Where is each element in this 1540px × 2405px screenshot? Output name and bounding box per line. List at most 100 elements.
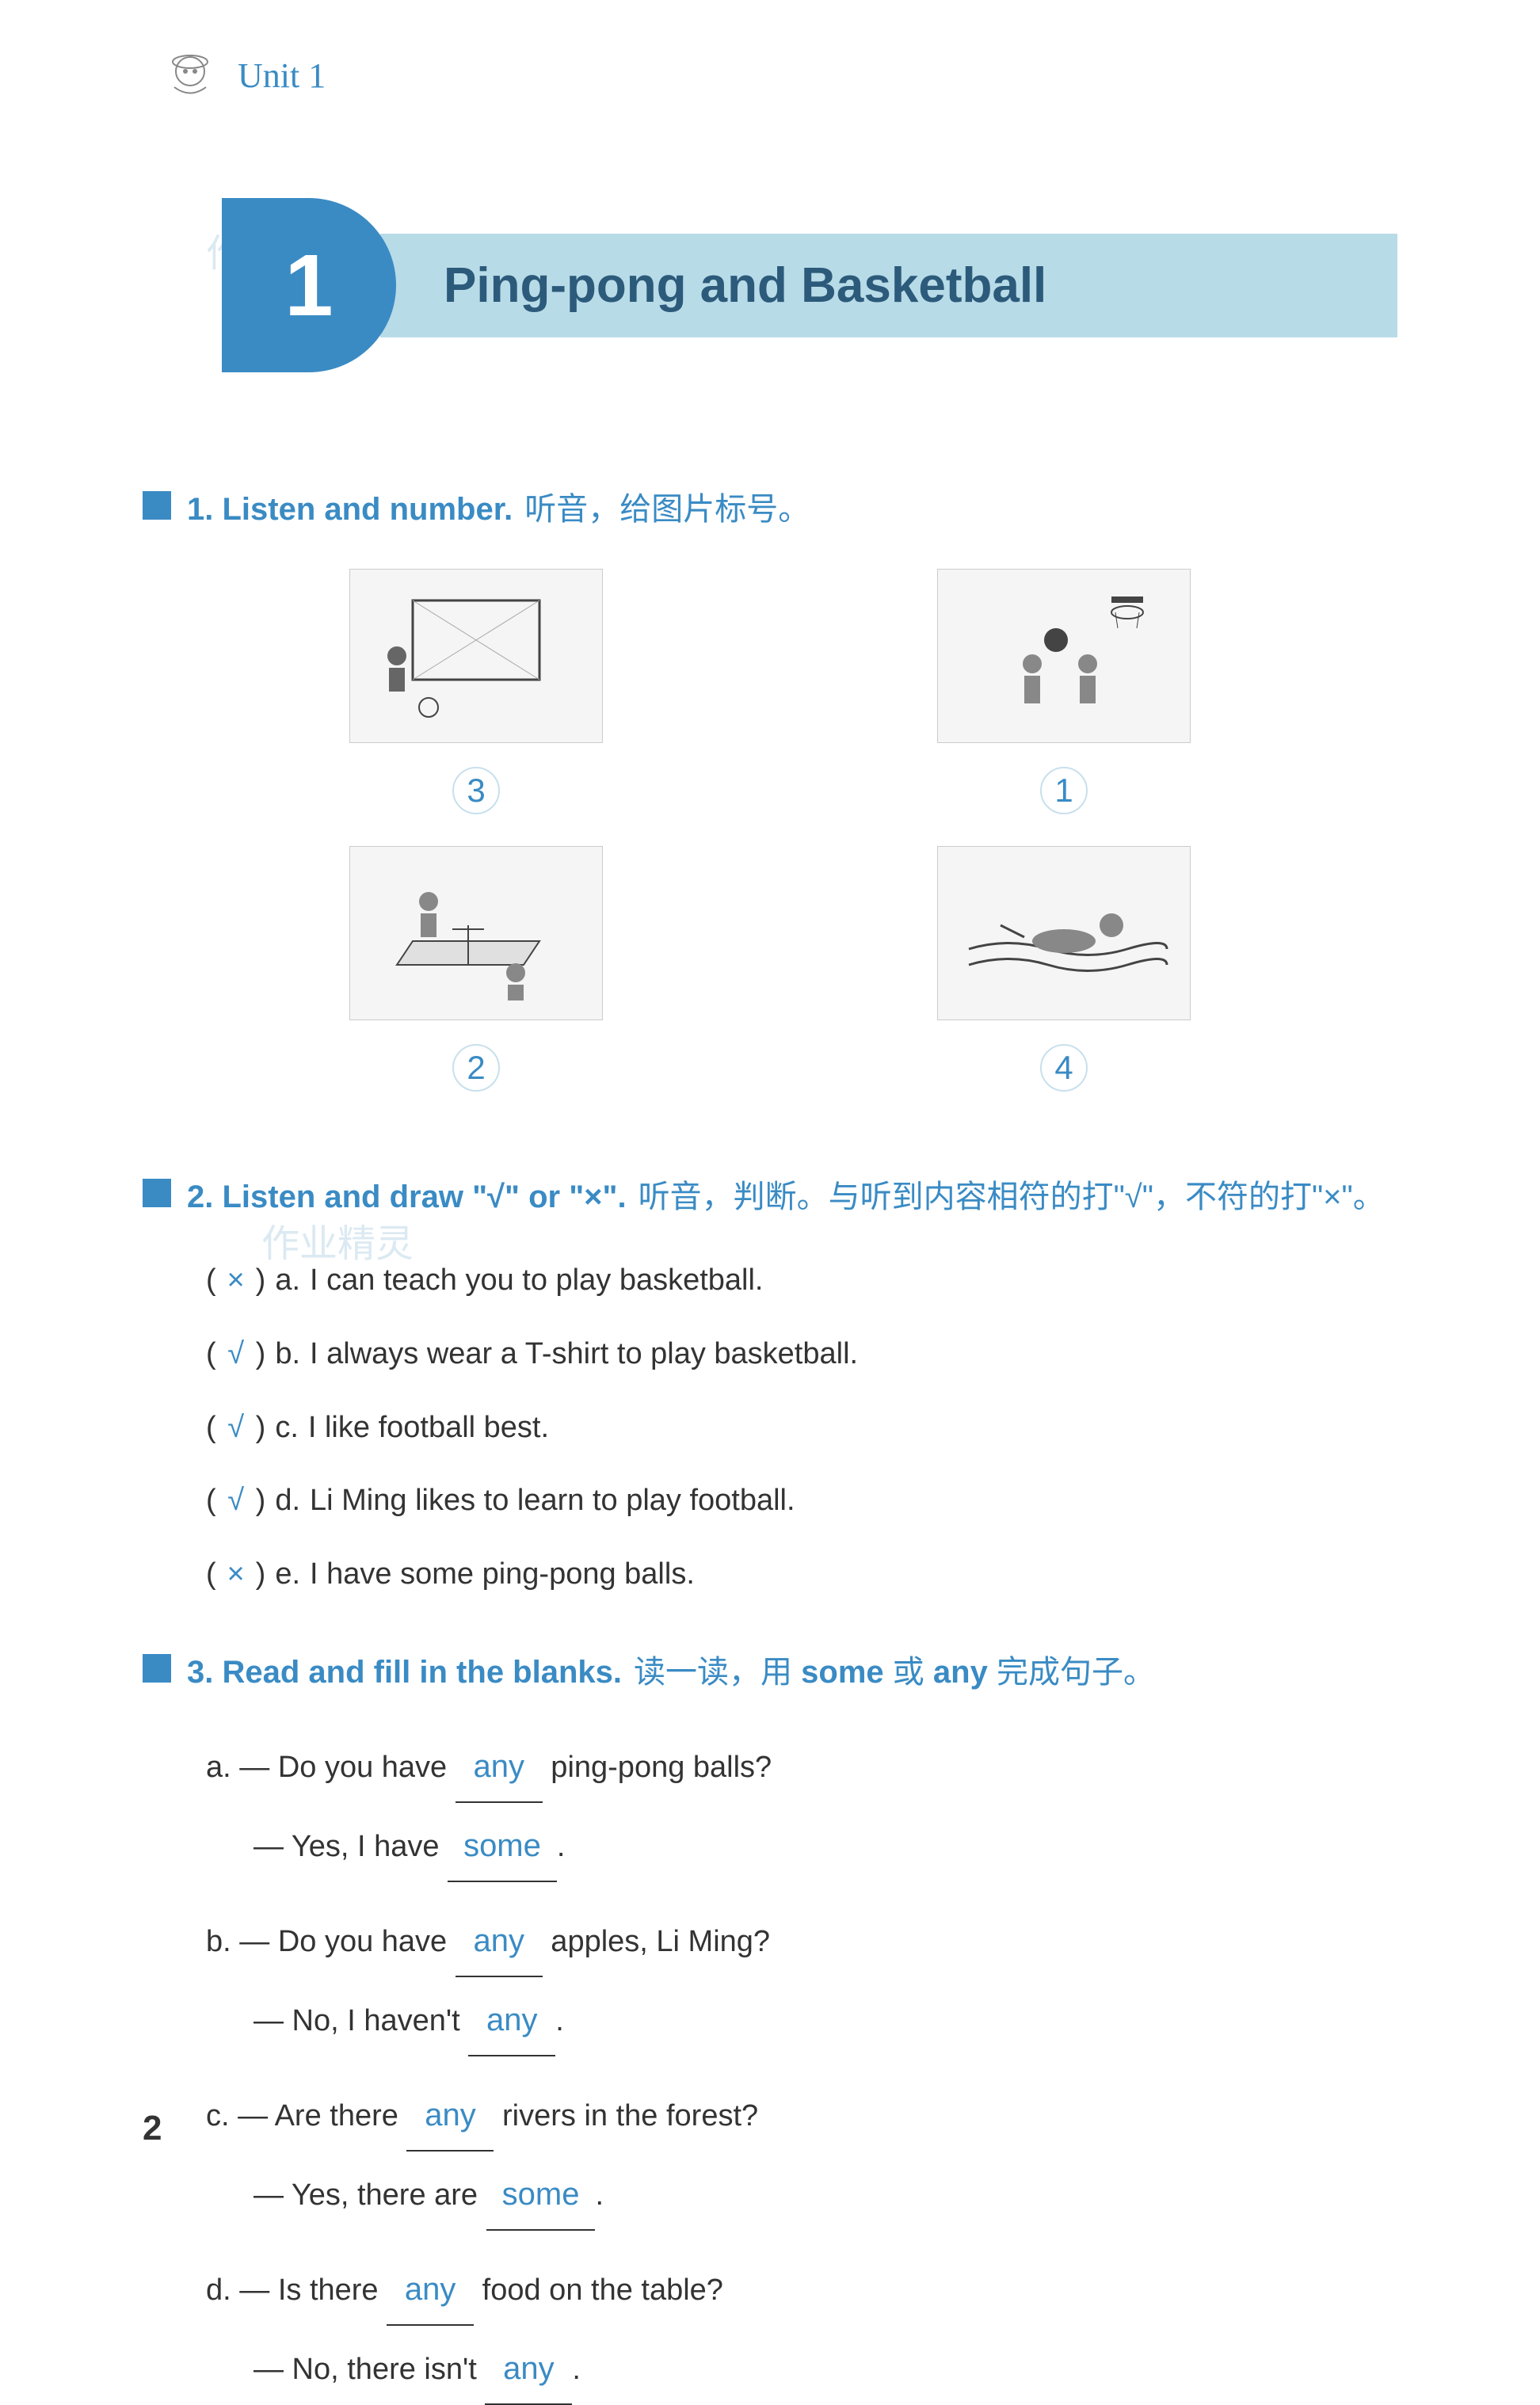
a-post: . [572, 2353, 581, 2386]
paren-open: ( [206, 1256, 216, 1305]
fill-item: d. — Is there any food on the table? — N… [206, 2254, 1397, 2405]
image-cell: 1 [810, 569, 1318, 814]
watermark: 作业精灵 [261, 1212, 414, 1267]
q-post: apples, Li Ming? [543, 1925, 770, 1958]
q-pre: — Are there [238, 2099, 406, 2132]
paren-open: ( [206, 1477, 216, 1525]
a-post: . [557, 1830, 566, 1863]
section2-header: 2. Listen and draw "√" or "×". 听音，判断。与听到… [143, 1171, 1397, 1217]
question-line: a. — Do you have any ping-pong balls? [206, 1732, 1397, 1803]
exercise-item: ( √ ) b. I always wear a T-shirt to play… [206, 1330, 1397, 1378]
q-post: ping-pong balls? [543, 1751, 772, 1784]
item-text: Li Ming likes to learn to play football. [310, 1477, 795, 1525]
item-label: b. [275, 1330, 300, 1378]
fill-item: a. — Do you have any ping-pong balls? — … [206, 1732, 1397, 1882]
q-pre: — Do you have [239, 1751, 455, 1784]
answer-mark: √ [216, 1477, 256, 1525]
cn-word2: any [933, 1655, 988, 1690]
cn-post: 完成句子。 [997, 1655, 1155, 1690]
cn-pre: 读一读，用 [634, 1655, 792, 1690]
a-pre: — No, there isn't [253, 2353, 485, 2386]
fill-item: c. — Are there any rivers in the forest?… [206, 2080, 1397, 2231]
q-post: rivers in the forest? [494, 2099, 758, 2132]
cn-mid: 或 [893, 1655, 924, 1690]
answer-mark: × [216, 1550, 256, 1599]
answer-number: 3 [452, 767, 500, 814]
answer-line: — No, there isn't any. [253, 2334, 1397, 2405]
section3-header: 3. Read and fill in the blanks. 读一读，用 so… [143, 1646, 1397, 1692]
blank-answer: any [485, 2334, 572, 2405]
exercise-image [937, 846, 1191, 1020]
section1-header: 1. Listen and number. 听音，给图片标号。 [143, 483, 1397, 529]
a-pre: — Yes, there are [253, 2178, 486, 2212]
exercise-item: ( √ ) d. Li Ming likes to learn to play … [206, 1477, 1397, 1525]
unit-header: Unit 1 [158, 48, 1397, 103]
blank-answer: any [456, 1906, 543, 1977]
item-text: I have some ping-pong balls. [310, 1550, 695, 1599]
question-line: c. — Are there any rivers in the forest? [206, 2080, 1397, 2152]
section3-title-cn: 读一读，用 some 或 any 完成句子。 [634, 1646, 1155, 1692]
blank-answer: some [486, 2159, 596, 2231]
a-pre: — No, I haven't [253, 2004, 468, 2037]
item-label: e. [275, 1550, 300, 1599]
paren-close: ) [256, 1404, 266, 1452]
q-pre: — Do you have [239, 1925, 455, 1958]
blank-answer: any [468, 1985, 555, 2056]
a-post: . [595, 2178, 604, 2212]
q-post: food on the table? [474, 2274, 723, 2307]
answer-line: — Yes, there are some. [253, 2159, 1397, 2231]
page-number: 2 [143, 2109, 162, 2148]
item-label: c. [275, 1404, 299, 1452]
image-cell: 3 [222, 569, 730, 814]
cn-word1: some [801, 1655, 884, 1690]
answer-number: 1 [1040, 767, 1088, 814]
paren-open: ( [206, 1330, 216, 1378]
image-cell: 2 [222, 846, 730, 1092]
question-line: b. — Do you have any apples, Li Ming? [206, 1906, 1397, 1977]
answer-mark: × [216, 1256, 256, 1305]
section2-title-en: 2. Listen and draw "√" or "×". [187, 1180, 627, 1215]
section2-title-cn: 听音，判断。与听到内容相符的打"√"，不符的打"×"。 [638, 1171, 1385, 1217]
section1-title-cn: 听音，给图片标号。 [524, 483, 810, 529]
mascot-icon [158, 48, 222, 103]
answer-line: — No, I haven't any. [253, 1985, 1397, 2056]
exercise-image [937, 569, 1191, 743]
exercise-item: ( × ) e. I have some ping-pong balls. [206, 1550, 1397, 1599]
item-label: d. [275, 1477, 300, 1525]
paren-open: ( [206, 1404, 216, 1452]
unit-title: Unit 1 [238, 55, 326, 96]
answer-number: 4 [1040, 1044, 1088, 1092]
lesson-title-banner: 1 Ping-pong and Basketball [222, 198, 1397, 372]
answer-mark: √ [216, 1330, 256, 1378]
item-label: d. [206, 2274, 231, 2307]
image-cell: 4 [810, 846, 1318, 1092]
exercise-image [349, 569, 603, 743]
answer-line: — Yes, I have some. [253, 1811, 1397, 1882]
paren-close: ) [256, 1330, 266, 1378]
section3-title-en: 3. Read and fill in the blanks. [187, 1655, 622, 1690]
item-label: c. [206, 2099, 230, 2132]
item-label: b. [206, 1925, 231, 1958]
lesson-number-circle: 1 [222, 198, 396, 372]
section-marker-icon [143, 1654, 171, 1683]
section-marker-icon [143, 1179, 171, 1207]
exercise-item: ( √ ) c. I like football best. [206, 1404, 1397, 1452]
blank-answer: any [456, 1732, 543, 1803]
paren-open: ( [206, 1550, 216, 1599]
paren-close: ) [256, 1550, 266, 1599]
a-post: . [555, 2004, 564, 2037]
q-pre: — Is there [239, 2274, 387, 2307]
section3-list: a. — Do you have any ping-pong balls? — … [206, 1732, 1397, 2405]
item-label: a. [206, 1751, 231, 1784]
a-pre: — Yes, I have [253, 1830, 448, 1863]
lesson-title-text: Ping-pong and Basketball [380, 234, 1397, 337]
section-marker-icon [143, 491, 171, 520]
paren-close: ) [256, 1477, 266, 1525]
exercise-image [349, 846, 603, 1020]
question-line: d. — Is there any food on the table? [206, 2254, 1397, 2326]
answer-number: 2 [452, 1044, 500, 1092]
blank-answer: some [448, 1811, 557, 1882]
item-text: I like football best. [308, 1404, 549, 1452]
section1-title-en: 1. Listen and number. [187, 492, 513, 528]
section1-images-grid: 3 1 [222, 569, 1318, 1092]
